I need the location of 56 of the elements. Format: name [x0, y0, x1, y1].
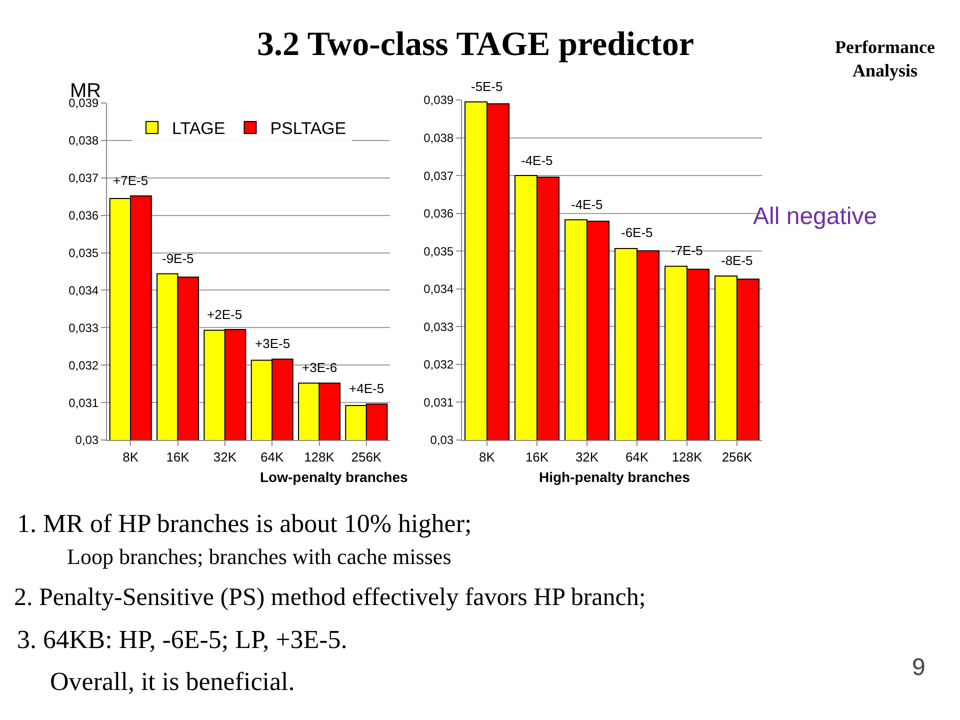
y-tick-label: 0,032 [68, 358, 99, 372]
text: 3. 64KB: HP, -6E-5; LP, +3E-5. [17, 625, 348, 654]
y-tick-label: 0,034 [424, 282, 454, 296]
x-tick-label: 64K [625, 450, 649, 465]
y-tick-label: 0,032 [424, 358, 454, 372]
annotation: -4E-5 [521, 153, 553, 168]
text: 2. Penalty-Sensitive (PS) method effectively favors HP branch; [14, 584, 646, 611]
x-axis-title: Low-penalty branches [260, 469, 408, 485]
x-tick-label: 128K [304, 450, 335, 465]
x-tick-label: 256K [351, 450, 382, 465]
y-tick-label: 0,037 [424, 168, 454, 183]
y-tick-label: 0,036 [68, 208, 99, 223]
annotation: +2E-5 [207, 307, 242, 322]
x-tick-label: 32K [213, 450, 237, 465]
legend-label: LTAGE [172, 119, 226, 138]
y-tick-label: 0,038 [424, 130, 454, 145]
y-tick-label: 0,034 [68, 283, 99, 298]
annotation: -5E-5 [471, 79, 503, 94]
x-tick-label: 8K [122, 450, 139, 465]
legend-label: PSLTAGE [270, 119, 346, 138]
annotation: +4E-5 [349, 381, 384, 396]
y-tick-label: 0,03 [430, 433, 454, 448]
annotation: +7E-5 [113, 173, 148, 188]
y-tick-label: 0,035 [68, 246, 99, 260]
y-tick-label: 0,033 [424, 320, 454, 334]
text: Loop branches; branches with cache misses [67, 544, 452, 569]
y-tick-label: 0,035 [424, 244, 454, 258]
x-tick-label: 16K [166, 450, 190, 465]
y-tick-label: 0,03 [75, 433, 99, 448]
y-tick-label: 0,031 [68, 396, 99, 410]
y-tick-label: 0,038 [68, 134, 99, 148]
annotation: -6E-5 [621, 225, 653, 240]
annotation: -9E-5 [162, 251, 194, 266]
y-tick-label: 0,033 [68, 320, 99, 335]
y-tick-label: 0,039 [424, 93, 454, 108]
text: 3.2 Two-class TAGE predictor [257, 26, 694, 63]
annotation: -7E-5 [671, 243, 703, 258]
x-tick-label: 8K [479, 450, 496, 465]
text: 9 [912, 654, 926, 681]
text: Performance Analysis [835, 37, 935, 80]
x-tick-label: 128K [672, 450, 702, 465]
y-tick-label: 0,037 [68, 171, 99, 186]
y-tick-label: 0,031 [424, 395, 454, 410]
x-tick-label: 256K [722, 450, 752, 465]
x-tick-label: 16K [525, 450, 549, 465]
annotation: -4E-5 [571, 197, 603, 212]
x-tick-label: 64K [260, 450, 284, 465]
text: 1. MR of HP branches is about 10% higher; [17, 509, 472, 538]
annotation: +3E-6 [302, 360, 338, 375]
annotation: -8E-5 [721, 253, 753, 268]
x-tick-label: 32K [575, 450, 599, 465]
text: Overall, it is beneficial. [50, 667, 295, 696]
annotation: All negative [753, 203, 878, 230]
annotation: +3E-5 [255, 336, 290, 351]
y-tick-label: 0,036 [424, 206, 454, 221]
x-axis-title: High-penalty branches [539, 469, 690, 485]
